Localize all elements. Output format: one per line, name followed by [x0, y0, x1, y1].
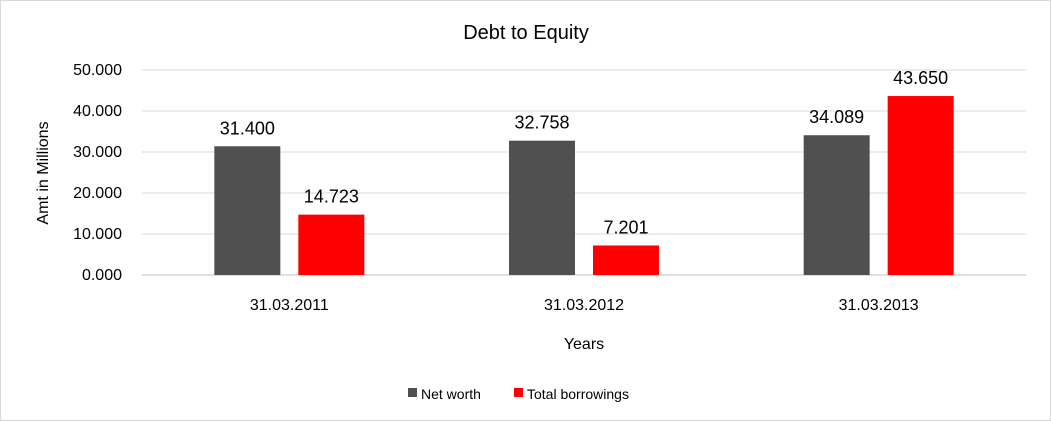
bar-value-label: 34.089 [809, 107, 864, 127]
bar [298, 214, 365, 275]
legend-swatch-net-worth [408, 388, 417, 397]
x-tick-label: 31.03.2012 [544, 297, 624, 314]
y-axis-ticks: 0.000 10.000 20.000 30.000 40.000 50.000 [73, 62, 122, 284]
y-tick-label: 10.000 [73, 226, 122, 243]
legend-swatch-total-borrowings [514, 388, 523, 397]
bar-value-label: 31.400 [220, 118, 275, 138]
y-tick-label: 50.000 [73, 62, 122, 79]
legend-label-net-worth: Net worth [421, 386, 481, 402]
x-tick-label: 31.03.2013 [839, 297, 919, 314]
y-tick-label: 20.000 [73, 185, 122, 202]
x-axis-ticks: 31.03.2011 31.03.2012 31.03.2013 [250, 297, 919, 314]
x-axis-title: Years [564, 336, 604, 353]
bars [214, 96, 954, 275]
y-tick-label: 0.000 [82, 267, 122, 284]
bar [509, 140, 575, 275]
y-tick-label: 30.000 [73, 144, 122, 161]
bar-value-label: 32.758 [514, 113, 569, 133]
bar [887, 96, 954, 275]
legend-label-total-borrowings: Total borrowings [527, 386, 629, 402]
x-tick-label: 31.03.2011 [250, 297, 329, 314]
gridlines [142, 69, 1026, 276]
bar-value-label: 43.650 [893, 68, 948, 88]
bar [593, 245, 659, 275]
y-tick-label: 40.000 [73, 103, 122, 120]
chart-title: Debt to Equity [463, 22, 589, 44]
bar [214, 146, 281, 275]
legend: Net worth Total borrowings [408, 386, 629, 402]
y-axis-title: Amt in Millions [35, 121, 52, 224]
data-labels: 31.400 14.723 32.758 7.201 34.089 43.650 [220, 68, 948, 237]
bar [803, 135, 870, 275]
bar-value-label: 7.201 [603, 217, 648, 237]
bar-value-label: 14.723 [304, 187, 359, 207]
